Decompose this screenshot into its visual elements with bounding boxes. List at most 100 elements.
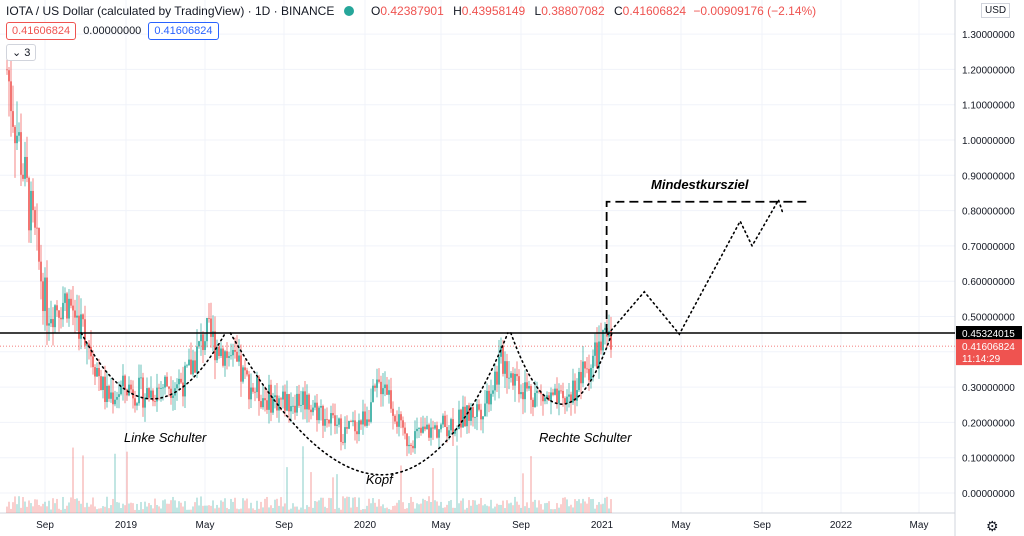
volume-bar xyxy=(422,498,424,513)
candle-body xyxy=(82,314,84,320)
indicator-value-3[interactable]: 0.41606824 xyxy=(148,22,219,40)
candle-body xyxy=(142,377,144,408)
candle-body xyxy=(530,386,532,400)
volume-bar xyxy=(518,504,520,513)
right-shoulder-arc xyxy=(510,332,613,405)
candle-body xyxy=(238,355,240,362)
volume-bar xyxy=(228,509,230,513)
volume-bar xyxy=(384,508,386,513)
volume-bar xyxy=(36,499,38,513)
volume-bar xyxy=(450,499,452,513)
volume-bar xyxy=(266,496,268,513)
volume-bar xyxy=(218,507,220,513)
close-label: C xyxy=(613,4,623,18)
volume-bar xyxy=(308,506,310,513)
collapse-indicators-button[interactable]: ⌄ 3 xyxy=(6,44,37,61)
candle-body xyxy=(536,390,538,393)
candle-body xyxy=(258,377,260,402)
volume-bar xyxy=(408,503,410,513)
candle-body xyxy=(598,341,600,369)
candle-body xyxy=(290,406,292,412)
candle-body xyxy=(200,334,202,342)
candle-body xyxy=(252,387,254,392)
visibility-icon[interactable] xyxy=(343,6,354,16)
volume-bar xyxy=(186,509,188,513)
candle-body xyxy=(30,190,32,231)
high-value: 0.43958149 xyxy=(461,4,526,18)
candle-body xyxy=(440,424,442,430)
candle-body xyxy=(482,416,484,420)
y-tick-label: 0.00000000 xyxy=(962,489,1015,500)
candle-body xyxy=(316,402,318,421)
y-tick-label: 1.00000000 xyxy=(962,136,1015,147)
volume-bar xyxy=(374,502,376,513)
volume-bar xyxy=(246,498,248,513)
candle-body xyxy=(460,409,462,428)
candle-body xyxy=(264,398,266,401)
candle-body xyxy=(362,411,364,425)
volume-bar xyxy=(22,497,24,513)
candle-body xyxy=(6,69,8,71)
volume-bar xyxy=(480,497,482,513)
volume-bar xyxy=(402,502,404,513)
volume-bar xyxy=(214,508,216,513)
gear-icon[interactable]: ⚙ xyxy=(986,518,999,534)
volume-bar xyxy=(100,508,102,513)
volume-bar xyxy=(388,509,390,513)
volume-bar xyxy=(298,509,300,513)
volume-bar xyxy=(494,506,496,513)
candle-body xyxy=(516,373,518,377)
volume-bar xyxy=(346,496,348,513)
candle-body xyxy=(592,355,594,368)
volume-bar xyxy=(172,496,174,513)
y-tick-label: 1.10000000 xyxy=(962,101,1015,112)
volume-bar xyxy=(208,505,210,513)
volume-bar xyxy=(258,508,260,513)
candle-body xyxy=(230,355,232,357)
neckline-price-tag xyxy=(956,326,1022,341)
candle-body xyxy=(478,404,480,410)
indicator-value-2: 0.00000000 xyxy=(83,25,142,37)
indicator-value-1[interactable]: 0.41606824 xyxy=(6,22,77,40)
volume-bar xyxy=(46,506,48,513)
volume-bar xyxy=(382,504,384,513)
candle-body xyxy=(584,361,586,369)
candle-body xyxy=(518,376,520,395)
candle-body xyxy=(366,419,368,426)
candle-body xyxy=(398,414,400,427)
volume-bar xyxy=(110,505,112,513)
volume-bar xyxy=(130,502,132,513)
candle-body xyxy=(332,413,334,416)
volume-bar xyxy=(560,504,562,513)
volume-bar xyxy=(270,505,272,513)
symbol-title[interactable]: IOTA / US Dollar (calculated by TradingV… xyxy=(6,4,335,18)
volume-bar xyxy=(486,505,488,513)
candle-body xyxy=(400,414,402,421)
volume-bar xyxy=(116,502,118,513)
candle-body xyxy=(582,361,584,384)
volume-bar xyxy=(238,509,240,513)
volume-bar xyxy=(572,507,574,513)
candle-body xyxy=(322,405,324,426)
volume-bar xyxy=(528,507,530,513)
volume-bar xyxy=(442,507,444,513)
candle-body xyxy=(572,380,574,403)
symbol-header: IOTA / US Dollar (calculated by TradingV… xyxy=(6,4,816,18)
candle-body xyxy=(162,387,164,389)
currency-badge[interactable]: USD xyxy=(981,3,1011,18)
volume-bar xyxy=(568,506,570,513)
volume-bar xyxy=(590,499,592,513)
candle-body xyxy=(26,156,28,178)
volume-bar xyxy=(312,507,314,513)
candle-body xyxy=(554,388,556,395)
volume-bar xyxy=(578,499,580,513)
candle-body xyxy=(202,334,204,351)
volume-bar xyxy=(92,497,94,513)
volume-bar xyxy=(378,499,380,513)
volume-bar xyxy=(108,508,110,513)
volume-bar xyxy=(80,503,82,513)
volume-bar xyxy=(428,496,430,513)
candle-body xyxy=(596,342,598,369)
candle-body xyxy=(390,390,392,409)
